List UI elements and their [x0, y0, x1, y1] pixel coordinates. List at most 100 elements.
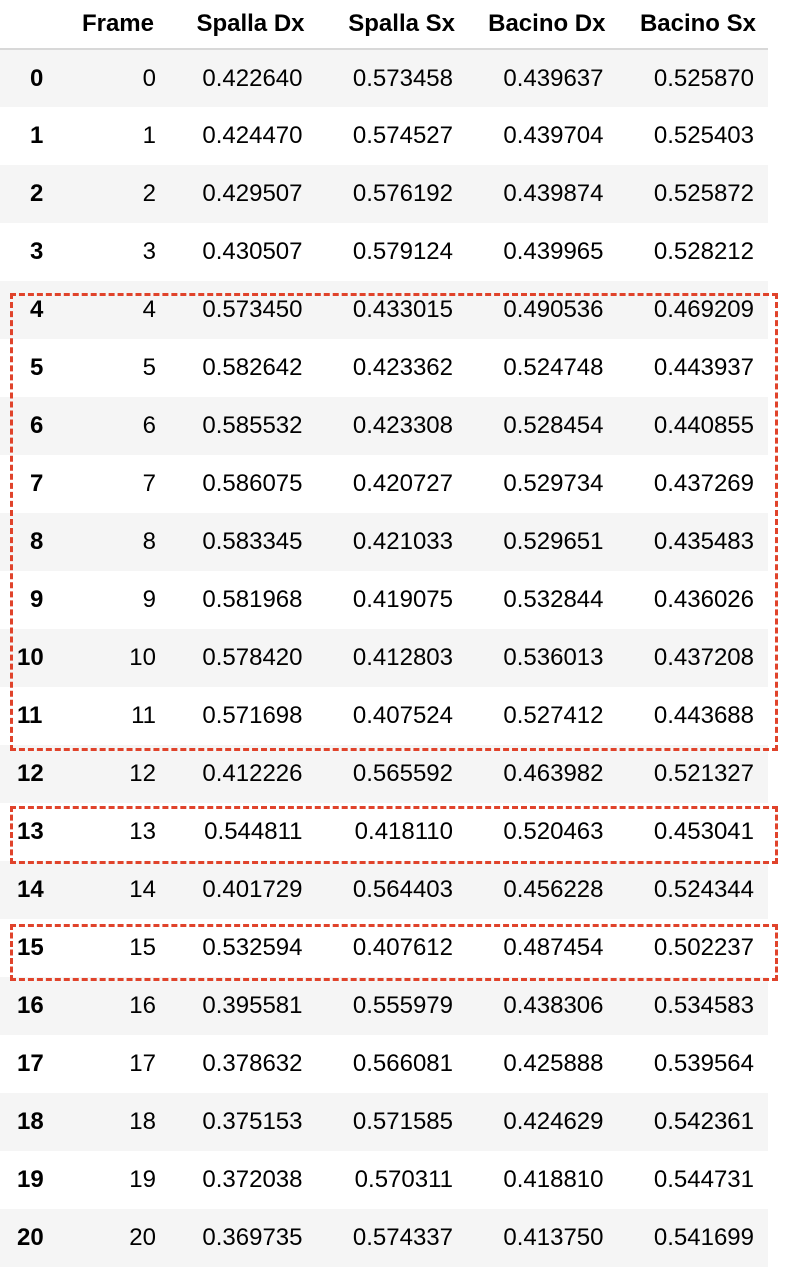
row-index-label: 12	[17, 760, 44, 787]
cell-bacino-dx: 0.439637	[503, 64, 604, 92]
cell-bacino-dx: 0.527412	[503, 702, 604, 729]
cell-spalla-sx: 0.574337	[352, 1224, 453, 1251]
row-index-label: 20	[17, 1224, 44, 1251]
cell-frame: 13	[129, 818, 156, 845]
row-index-label: 18	[17, 1108, 44, 1135]
cell-spalla-sx: 0.565592	[352, 760, 453, 787]
cell-frame: 11	[131, 702, 156, 729]
cell-frame: 0	[142, 64, 156, 92]
row-index-label: 6	[30, 412, 44, 439]
row-index-label: 0	[30, 64, 44, 92]
cell-spalla-dx: 0.583345	[202, 528, 303, 555]
header-row: Frame Spalla Dx Spalla Sx Bacino Dx Baci…	[0, 0, 768, 50]
table-row: 20 20 0.369735 0.574337 0.413750 0.541699	[0, 1209, 768, 1267]
cell-spalla-dx: 0.586075	[202, 470, 303, 497]
cell-spalla-dx: 0.372038	[202, 1166, 303, 1193]
table-row: 4 4 0.573450 0.433015 0.490536 0.469209	[0, 281, 768, 339]
cell-bacino-dx: 0.532844	[503, 586, 604, 613]
cell-bacino-sx: 0.544731	[653, 1166, 754, 1193]
cell-spalla-sx: 0.421033	[352, 528, 453, 555]
cell-spalla-sx: 0.570311	[354, 1166, 453, 1193]
row-index-label: 4	[30, 296, 44, 323]
row-index-label: 15	[17, 934, 44, 961]
cell-spalla-sx: 0.433015	[352, 296, 453, 323]
row-index-label: 14	[17, 876, 44, 903]
column-header-spalla-dx: Spalla Dx	[166, 0, 317, 50]
cell-spalla-dx: 0.585532	[202, 412, 303, 439]
row-index-label: 7	[30, 470, 44, 497]
cell-bacino-sx: 0.436026	[653, 586, 754, 613]
cell-frame: 12	[129, 760, 156, 787]
cell-bacino-sx: 0.437208	[653, 644, 754, 671]
cell-bacino-dx: 0.456228	[503, 876, 604, 903]
cell-frame: 1	[142, 122, 156, 149]
cell-bacino-sx: 0.521327	[653, 760, 754, 787]
cell-bacino-sx: 0.525870	[653, 64, 754, 92]
cell-bacino-sx: 0.435483	[653, 528, 754, 555]
cell-spalla-dx: 0.578420	[202, 644, 303, 671]
row-index-label: 13	[17, 818, 44, 845]
table-row: 3 3 0.430507 0.579124 0.439965 0.528212	[0, 223, 768, 281]
cell-frame: 14	[129, 876, 156, 903]
cell-bacino-sx: 0.443937	[653, 354, 754, 381]
cell-spalla-sx: 0.573458	[352, 64, 453, 92]
table-row: 2 2 0.429507 0.576192 0.439874 0.525872	[0, 165, 768, 223]
cell-spalla-dx: 0.573450	[202, 296, 303, 323]
dataframe-table: Frame Spalla Dx Spalla Sx Bacino Dx Baci…	[0, 0, 768, 1267]
cell-spalla-sx: 0.576192	[352, 180, 453, 207]
cell-frame: 6	[142, 412, 156, 439]
cell-spalla-dx: 0.422640	[202, 64, 303, 92]
cell-spalla-dx: 0.581968	[202, 586, 303, 613]
column-header-bacino-dx: Bacino Dx	[467, 0, 618, 50]
table-row: 5 5 0.582642 0.423362 0.524748 0.443937	[0, 339, 768, 397]
cell-spalla-sx: 0.574527	[352, 122, 453, 149]
cell-spalla-sx: 0.420727	[352, 470, 453, 497]
column-header-frame: Frame	[72, 0, 166, 50]
cell-spalla-dx: 0.532594	[202, 934, 303, 961]
cell-spalla-dx: 0.544811	[204, 818, 303, 845]
cell-frame: 10	[129, 644, 156, 671]
cell-bacino-sx: 0.440855	[653, 412, 754, 439]
cell-bacino-dx: 0.424629	[503, 1108, 604, 1135]
cell-bacino-dx: 0.490536	[503, 296, 604, 323]
table-row: 6 6 0.585532 0.423308 0.528454 0.440855	[0, 397, 768, 455]
cell-bacino-sx: 0.502237	[653, 934, 754, 961]
cell-bacino-sx: 0.453041	[653, 818, 754, 845]
cell-bacino-sx: 0.534583	[653, 992, 754, 1019]
column-header-spalla-sx: Spalla Sx	[316, 0, 467, 50]
table-row: 19 19 0.372038 0.570311 0.418810 0.544731	[0, 1151, 768, 1209]
cell-bacino-sx: 0.469209	[653, 296, 754, 323]
cell-spalla-sx: 0.423362	[352, 354, 453, 381]
cell-bacino-dx: 0.487454	[503, 934, 604, 961]
table-row: 15 15 0.532594 0.407612 0.487454 0.502237	[0, 919, 768, 977]
index-column-header	[0, 0, 72, 50]
cell-bacino-dx: 0.425888	[503, 1050, 604, 1077]
cell-spalla-sx: 0.419075	[352, 586, 453, 613]
cell-spalla-dx: 0.582642	[202, 354, 303, 381]
cell-bacino-dx: 0.413750	[503, 1224, 604, 1251]
dataframe-table-container: Frame Spalla Dx Spalla Sx Bacino Dx Baci…	[0, 0, 768, 1267]
row-index-label: 17	[17, 1050, 44, 1077]
cell-bacino-dx: 0.528454	[503, 412, 604, 439]
table-body: 0 0 0.422640 0.573458 0.439637 0.525870 1 1 0.42…	[0, 49, 768, 1267]
cell-frame: 18	[129, 1108, 156, 1135]
cell-frame: 5	[142, 354, 156, 381]
cell-frame: 4	[142, 296, 156, 323]
cell-spalla-sx: 0.407612	[352, 934, 453, 961]
row-index-label: 8	[30, 528, 44, 555]
table-row: 16 16 0.395581 0.555979 0.438306 0.534583	[0, 977, 768, 1035]
cell-bacino-sx: 0.524344	[653, 876, 754, 903]
cell-bacino-dx: 0.439874	[503, 180, 604, 207]
row-index-label: 1	[30, 122, 44, 149]
cell-bacino-sx: 0.525403	[653, 122, 754, 149]
table-row: 18 18 0.375153 0.571585 0.424629 0.542361	[0, 1093, 768, 1151]
cell-bacino-sx: 0.542361	[653, 1108, 754, 1135]
cell-spalla-sx: 0.564403	[352, 876, 453, 903]
cell-frame: 15	[129, 934, 156, 961]
table-row: 0 0 0.422640 0.573458 0.439637 0.525870	[0, 49, 768, 107]
cell-bacino-sx: 0.539564	[653, 1050, 754, 1077]
cell-spalla-dx: 0.412226	[202, 760, 303, 787]
cell-bacino-dx: 0.524748	[503, 354, 604, 381]
cell-bacino-sx: 0.443688	[653, 702, 754, 729]
cell-spalla-sx: 0.412803	[352, 644, 453, 671]
